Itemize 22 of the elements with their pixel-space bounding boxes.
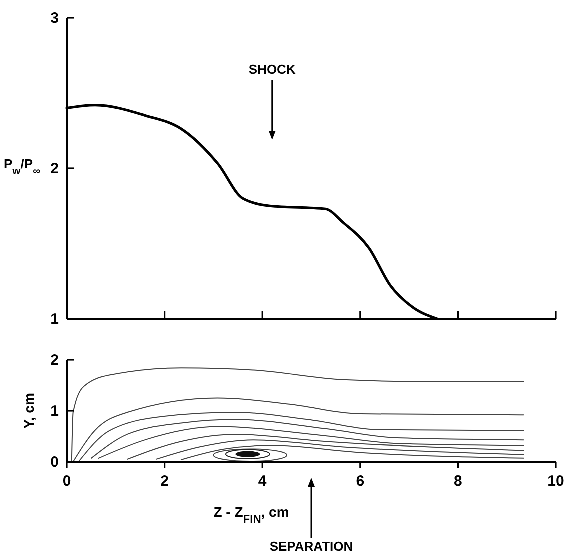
- x-tick-label: 6: [356, 473, 365, 490]
- annotation: SHOCK: [248, 62, 296, 77]
- line-series: [98, 426, 524, 459]
- line-series: [78, 412, 524, 462]
- y-tick-label: 2: [50, 352, 59, 369]
- y-tick-label: 0: [50, 454, 59, 471]
- x-tick-label: 4: [258, 473, 268, 490]
- text: SEPARATION: [270, 539, 354, 554]
- y-axis-title: Y, cm: [21, 393, 37, 429]
- y-tick-label: 2: [50, 160, 59, 178]
- line-series: [180, 445, 524, 460]
- x-tick-label: 8: [454, 473, 462, 490]
- line-series: [90, 419, 524, 459]
- y-tick-label: 1: [50, 403, 59, 420]
- x-tick-label: 0: [62, 473, 72, 490]
- x-axis-title: Z - Z$_{FIN}$, cm: [214, 504, 290, 526]
- x-tick-label: 2: [160, 473, 169, 490]
- y-axis-title: P$_{w}$/P$_{∞}$: [4, 156, 42, 177]
- y-tick-label: 3: [50, 10, 59, 27]
- y-tick-label: 1: [50, 311, 59, 328]
- line-series: [156, 440, 524, 460]
- x-tick-label: 10: [548, 473, 564, 490]
